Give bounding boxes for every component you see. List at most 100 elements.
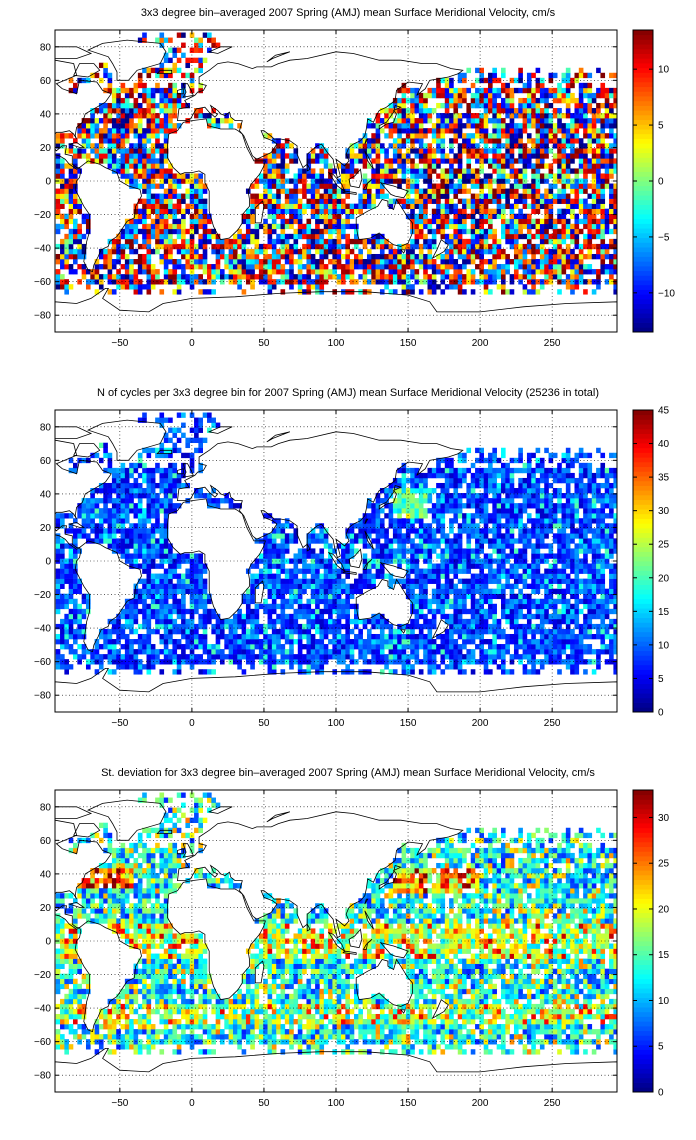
data-cell xyxy=(202,493,208,499)
data-cell xyxy=(548,223,554,230)
data-cell xyxy=(488,87,493,94)
data-cell xyxy=(73,548,78,554)
data-cell xyxy=(276,568,281,574)
data-cell xyxy=(124,654,130,660)
colorbar-step xyxy=(633,190,653,196)
data-cell xyxy=(604,269,610,275)
data-cell xyxy=(280,613,286,620)
data-cell xyxy=(198,442,203,449)
data-cell xyxy=(137,462,143,469)
data-cell xyxy=(289,649,294,655)
data-cell xyxy=(557,168,562,174)
data-cell xyxy=(600,138,606,144)
data-cell xyxy=(526,279,532,285)
data-cell xyxy=(64,598,69,605)
data-cell xyxy=(124,503,130,509)
data-cell xyxy=(392,108,398,114)
data-cell xyxy=(397,243,402,250)
data-cell xyxy=(505,173,510,179)
data-cell xyxy=(418,133,424,139)
data-cell xyxy=(159,633,165,640)
data-cell xyxy=(518,148,523,154)
data-cell xyxy=(111,259,117,265)
data-cell xyxy=(414,168,420,174)
data-cell xyxy=(181,102,186,109)
data-cell xyxy=(531,113,536,119)
data-cell xyxy=(207,113,212,119)
data-cell xyxy=(60,618,65,625)
data-cell xyxy=(328,233,333,240)
data-cell xyxy=(176,243,182,250)
data-cell xyxy=(81,633,87,640)
data-cell xyxy=(120,608,126,615)
data-cell xyxy=(77,533,82,539)
data-cell xyxy=(68,623,74,630)
data-cell xyxy=(479,248,484,255)
data-cell xyxy=(245,603,251,610)
data-cell xyxy=(181,608,186,615)
data-cell xyxy=(388,264,394,270)
data-cell xyxy=(103,123,108,129)
data-cell xyxy=(574,233,580,240)
data-cell xyxy=(535,102,541,109)
data-cell xyxy=(328,188,333,194)
data-cell xyxy=(81,153,87,159)
data-cell xyxy=(475,118,480,124)
data-cell xyxy=(254,233,260,240)
data-cell xyxy=(414,218,420,225)
data-cell xyxy=(431,269,437,275)
data-cell xyxy=(163,482,169,489)
data-cell xyxy=(146,178,152,184)
data-cell xyxy=(98,264,104,270)
data-cell xyxy=(479,259,484,265)
data-cell xyxy=(120,228,126,235)
data-cell xyxy=(552,128,558,134)
data-cell xyxy=(81,138,87,144)
data-cell xyxy=(470,228,476,235)
data-cell xyxy=(129,158,134,164)
data-cell xyxy=(142,598,147,605)
data-cell xyxy=(232,618,238,625)
data-cell xyxy=(548,213,554,220)
data-cell xyxy=(185,437,191,444)
data-cell xyxy=(535,183,541,189)
data-cell xyxy=(194,623,199,630)
data-cell xyxy=(535,228,541,235)
data-cell xyxy=(267,649,273,655)
data-cell xyxy=(168,259,173,265)
data-cell xyxy=(371,259,376,265)
data-cell xyxy=(198,654,203,660)
data-cell xyxy=(565,233,571,240)
data-cell xyxy=(423,198,428,204)
data-cell xyxy=(146,168,152,174)
data-cell xyxy=(440,203,446,209)
data-cell xyxy=(453,118,459,124)
data-cell xyxy=(168,588,173,595)
data-cell xyxy=(163,639,169,645)
data-cell xyxy=(267,558,273,564)
data-cell xyxy=(475,223,480,230)
data-cell xyxy=(194,173,199,179)
data-cell xyxy=(129,659,134,665)
data-cell xyxy=(418,113,424,119)
data-cell xyxy=(444,118,450,124)
data-cell xyxy=(146,153,152,159)
data-cell xyxy=(198,563,203,569)
data-cell xyxy=(418,253,424,260)
data-cell xyxy=(111,128,117,134)
data-cell xyxy=(609,113,614,119)
data-cell xyxy=(168,623,173,630)
data-cell xyxy=(116,523,121,529)
data-cell xyxy=(513,178,519,184)
data-cell xyxy=(90,72,95,79)
data-cell xyxy=(198,238,203,245)
data-cell xyxy=(215,618,221,625)
data-cell xyxy=(366,123,372,129)
data-cell xyxy=(142,163,147,169)
data-cell xyxy=(185,238,191,245)
data-cell xyxy=(60,218,65,225)
data-cell xyxy=(103,67,108,74)
data-cell xyxy=(181,598,186,605)
data-cell xyxy=(150,447,156,454)
data-cell xyxy=(276,644,281,650)
